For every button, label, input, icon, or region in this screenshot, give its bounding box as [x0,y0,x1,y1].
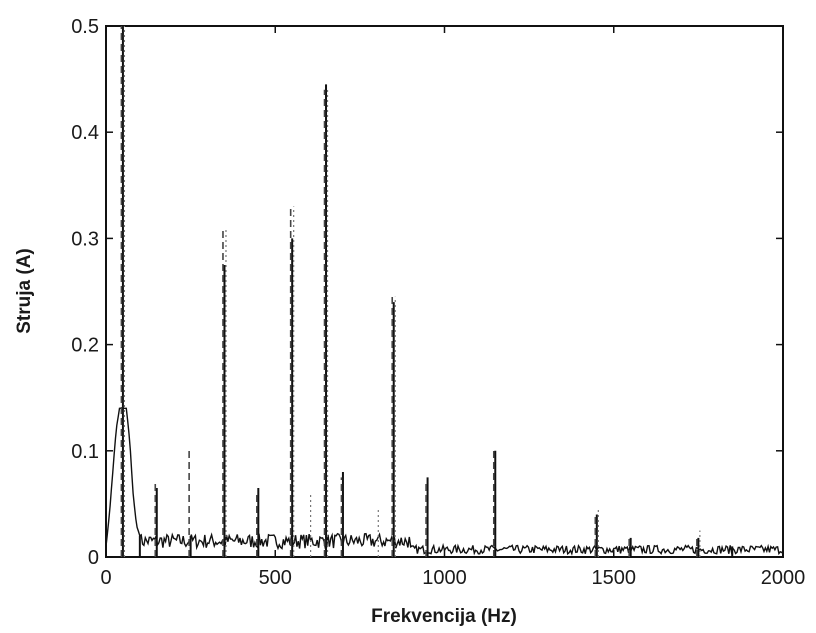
plot-frame [105,25,784,558]
y-tick-label: 0.2 [71,335,99,357]
y-tick-label: 0.1 [71,441,99,463]
series-layer [105,26,784,557]
tick-layer: 0 500 1000 1500 2000 0 0.1 0.2 0.3 0.4 0.5 [71,16,805,589]
x-tick-label: 2000 [761,567,806,589]
y-tick-label: 0.4 [71,122,99,144]
x-axis-label: Frekvencija (Hz) [371,606,517,627]
series-solid [105,26,784,557]
series-dashed [120,26,698,557]
y-tick-label: 0.3 [71,228,99,250]
y-axis-label: Struja (A) [14,248,35,334]
series-dotted [123,26,701,557]
x-tick-label: 1500 [592,567,637,589]
x-tick-label: 0 [100,567,111,589]
y-tick-label: 0.5 [71,16,99,38]
x-tick-label: 1000 [422,567,467,589]
x-tick-label: 500 [259,567,292,589]
y-tick-label: 0 [88,547,99,569]
